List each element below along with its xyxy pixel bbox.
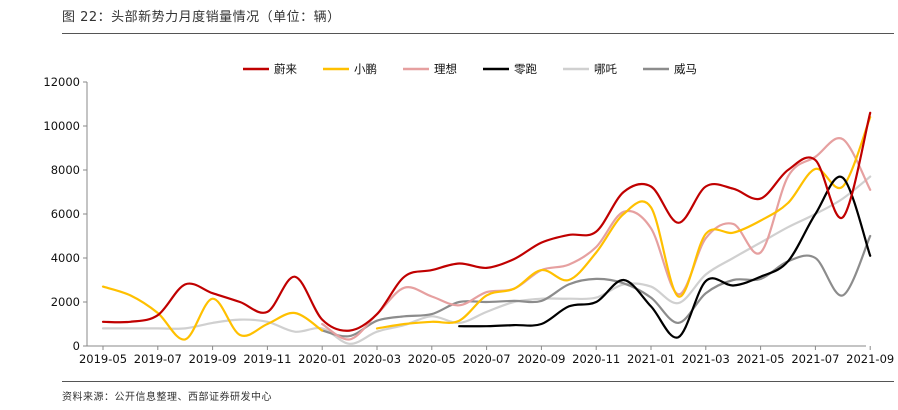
x-tick-label: 2021-09 xyxy=(846,352,894,366)
y-tick-label: 6000 xyxy=(51,207,80,221)
x-tick-label: 2019-05 xyxy=(79,352,127,366)
chart-legend: 蔚来 小鹏 理想 零跑 哪吒 威马 xyxy=(243,62,697,76)
x-tick-label: 2019-11 xyxy=(243,352,291,366)
x-tick-label: 2021-07 xyxy=(791,352,839,366)
y-tick-label: 8000 xyxy=(51,163,80,177)
legend-label: 小鹏 xyxy=(354,62,377,76)
x-tick-label: 2020-05 xyxy=(408,352,456,366)
x-tick-label: 2019-09 xyxy=(189,352,237,366)
x-tick-label: 2020-07 xyxy=(463,352,511,366)
x-tick-label: 2021-05 xyxy=(737,352,785,366)
series-line xyxy=(458,175,872,339)
x-tick-label: 2019-07 xyxy=(134,352,182,366)
y-tick-label: 4000 xyxy=(51,251,80,265)
chart-axes: 0 2000 4000 6000 8000 10000 12000 2019-05 2019-0… xyxy=(43,75,894,366)
source-note: 资料来源：公开信息整理、西部证券研发中心 xyxy=(62,392,272,403)
x-tick-label: 2020-01 xyxy=(298,352,346,366)
legend-label: 哪吒 xyxy=(594,62,617,76)
figure-title: 图 22：头部新势力月度销量情况（单位：辆） xyxy=(62,10,341,25)
footer-rule xyxy=(62,381,894,382)
x-tick-label: 2021-03 xyxy=(682,352,730,366)
series-line xyxy=(101,111,872,332)
series-line xyxy=(321,137,872,341)
x-tick-label: 2020-09 xyxy=(517,352,565,366)
y-tick-label: 0 xyxy=(73,339,80,353)
title-rule xyxy=(62,33,894,34)
legend-label: 零跑 xyxy=(514,62,537,76)
legend-label: 蔚来 xyxy=(274,62,297,76)
legend-label: 威马 xyxy=(674,62,697,76)
series-line xyxy=(101,175,872,345)
series-line xyxy=(375,116,872,330)
y-tick-label: 2000 xyxy=(51,295,80,309)
x-tick-label: 2021-01 xyxy=(627,352,675,366)
legend-label: 理想 xyxy=(434,62,457,76)
x-tick-label: 2020-03 xyxy=(353,352,401,366)
chart-series xyxy=(101,111,872,345)
y-tick-label: 10000 xyxy=(43,119,80,133)
y-tick-label: 12000 xyxy=(43,75,80,89)
series-line xyxy=(321,234,872,338)
x-tick-label: 2020-11 xyxy=(572,352,620,366)
series-line xyxy=(101,285,324,341)
